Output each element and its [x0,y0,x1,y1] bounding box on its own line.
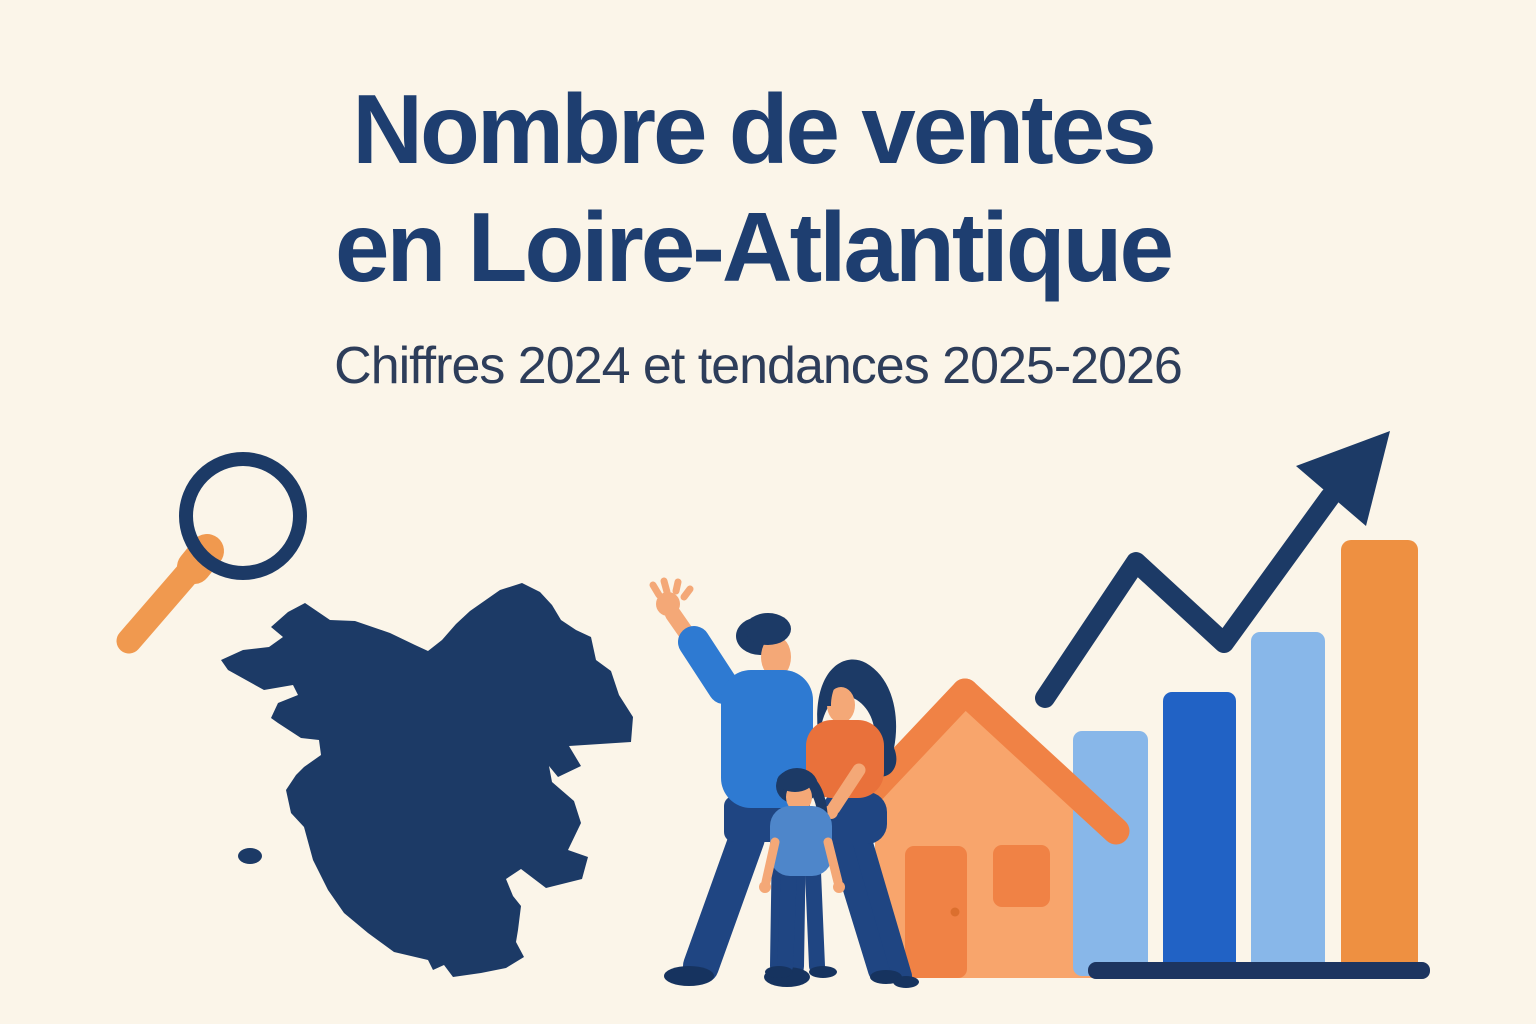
page-title: Nombre de ventes en Loire-Atlantique [0,70,1506,306]
map-island [238,848,262,864]
woman-figure [806,659,919,988]
woman-arm [827,763,866,815]
man-hand [656,592,680,616]
child-hand-right [833,881,845,893]
child-hair-top [777,770,813,792]
magnifier-ring [179,452,307,580]
woman-leg-front [828,827,894,983]
child-foot-right [809,966,837,978]
chart-baseline [1088,962,1430,979]
bar-4 [1341,540,1418,976]
child-foot-left [765,966,793,978]
arrow-head [1296,431,1390,526]
child-leg-right [805,864,825,974]
door-knob-icon [950,907,960,917]
child-hand-left [759,881,771,893]
rising-arrow-icon [1035,431,1390,708]
child-leg-left [777,864,797,974]
bar-2 [1163,692,1236,976]
man-face [761,636,791,678]
woman-hair-front [825,668,849,706]
family-illustration [649,577,919,988]
title-line-1: Nombre de ventes [352,74,1157,184]
man-leg-left [683,820,765,984]
child-figure [759,768,845,978]
bar-1 [1073,731,1148,976]
man-sleeve [678,626,740,704]
child-arm-right [823,837,843,887]
child-tee [770,806,832,876]
house-door-window [905,845,1050,978]
woman-top [806,720,884,798]
house-window [993,845,1050,907]
man-hair-top [745,613,791,645]
woman-leg-back [852,830,912,986]
bar-3 [1251,632,1325,976]
map-loire-atlantique [221,583,633,977]
woman-foot-back [893,976,919,988]
map-illustration [221,583,633,977]
bar-chart-illustration [1073,540,1430,979]
magnifying-glass-icon [116,452,307,654]
house-door [905,846,967,978]
woman-face [827,687,855,723]
child-arm-left [761,837,780,887]
arrow-shaft [1035,487,1340,708]
title-line-2: en Loire-Atlantique [335,192,1174,302]
page-subtitle: Chiffres 2024 et tendances 2025-2026 [334,337,1183,395]
man-shoe-left [664,966,714,986]
magnifier-handle [116,534,224,654]
